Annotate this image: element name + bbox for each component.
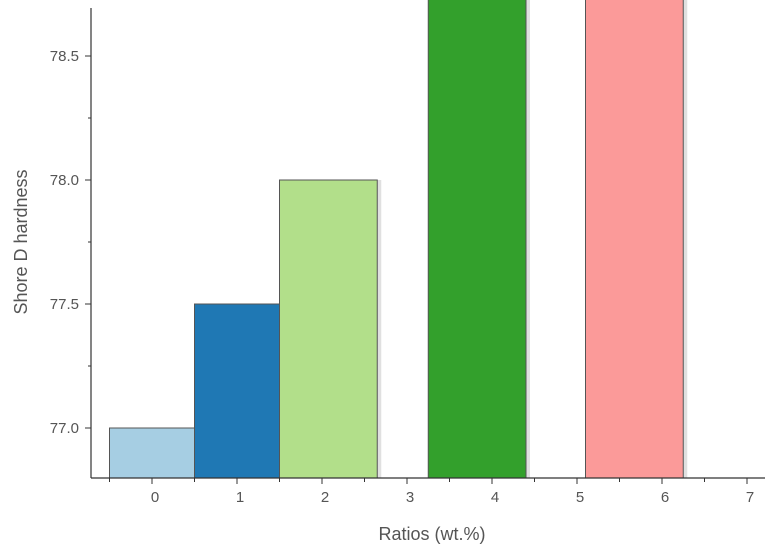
x-tick-label: 0 [151,489,159,506]
y-tick-label: 78.5 [50,48,79,65]
x-tick-label: 1 [236,489,244,506]
x-tick-label: 3 [406,489,414,506]
bar-4 [585,0,684,479]
x-tick-label: 5 [576,489,584,506]
bar-shadow [683,0,688,478]
y-tick-label: 78.0 [50,172,79,189]
bars-layer [109,0,688,479]
axes-layer: 77.077.578.078.579.079.580.001234567 [50,8,765,506]
bar-3 [427,0,527,479]
x-tick-label: 2 [321,489,329,506]
y-tick-label: 77.5 [50,296,79,313]
x-tick-label: 7 [746,489,754,506]
x-tick-label: 6 [661,489,669,506]
bar-shadow [377,180,382,478]
bar-shadow [526,0,530,478]
y-axis-title: Shore D hardness [11,169,31,314]
bar-1 [194,303,280,479]
x-axis-title: Ratios (wt.%) [378,524,485,544]
bar-2 [279,179,378,479]
bar-0 [109,427,195,479]
x-tick-label: 4 [491,489,499,506]
y-tick-label: 77.0 [50,420,79,437]
